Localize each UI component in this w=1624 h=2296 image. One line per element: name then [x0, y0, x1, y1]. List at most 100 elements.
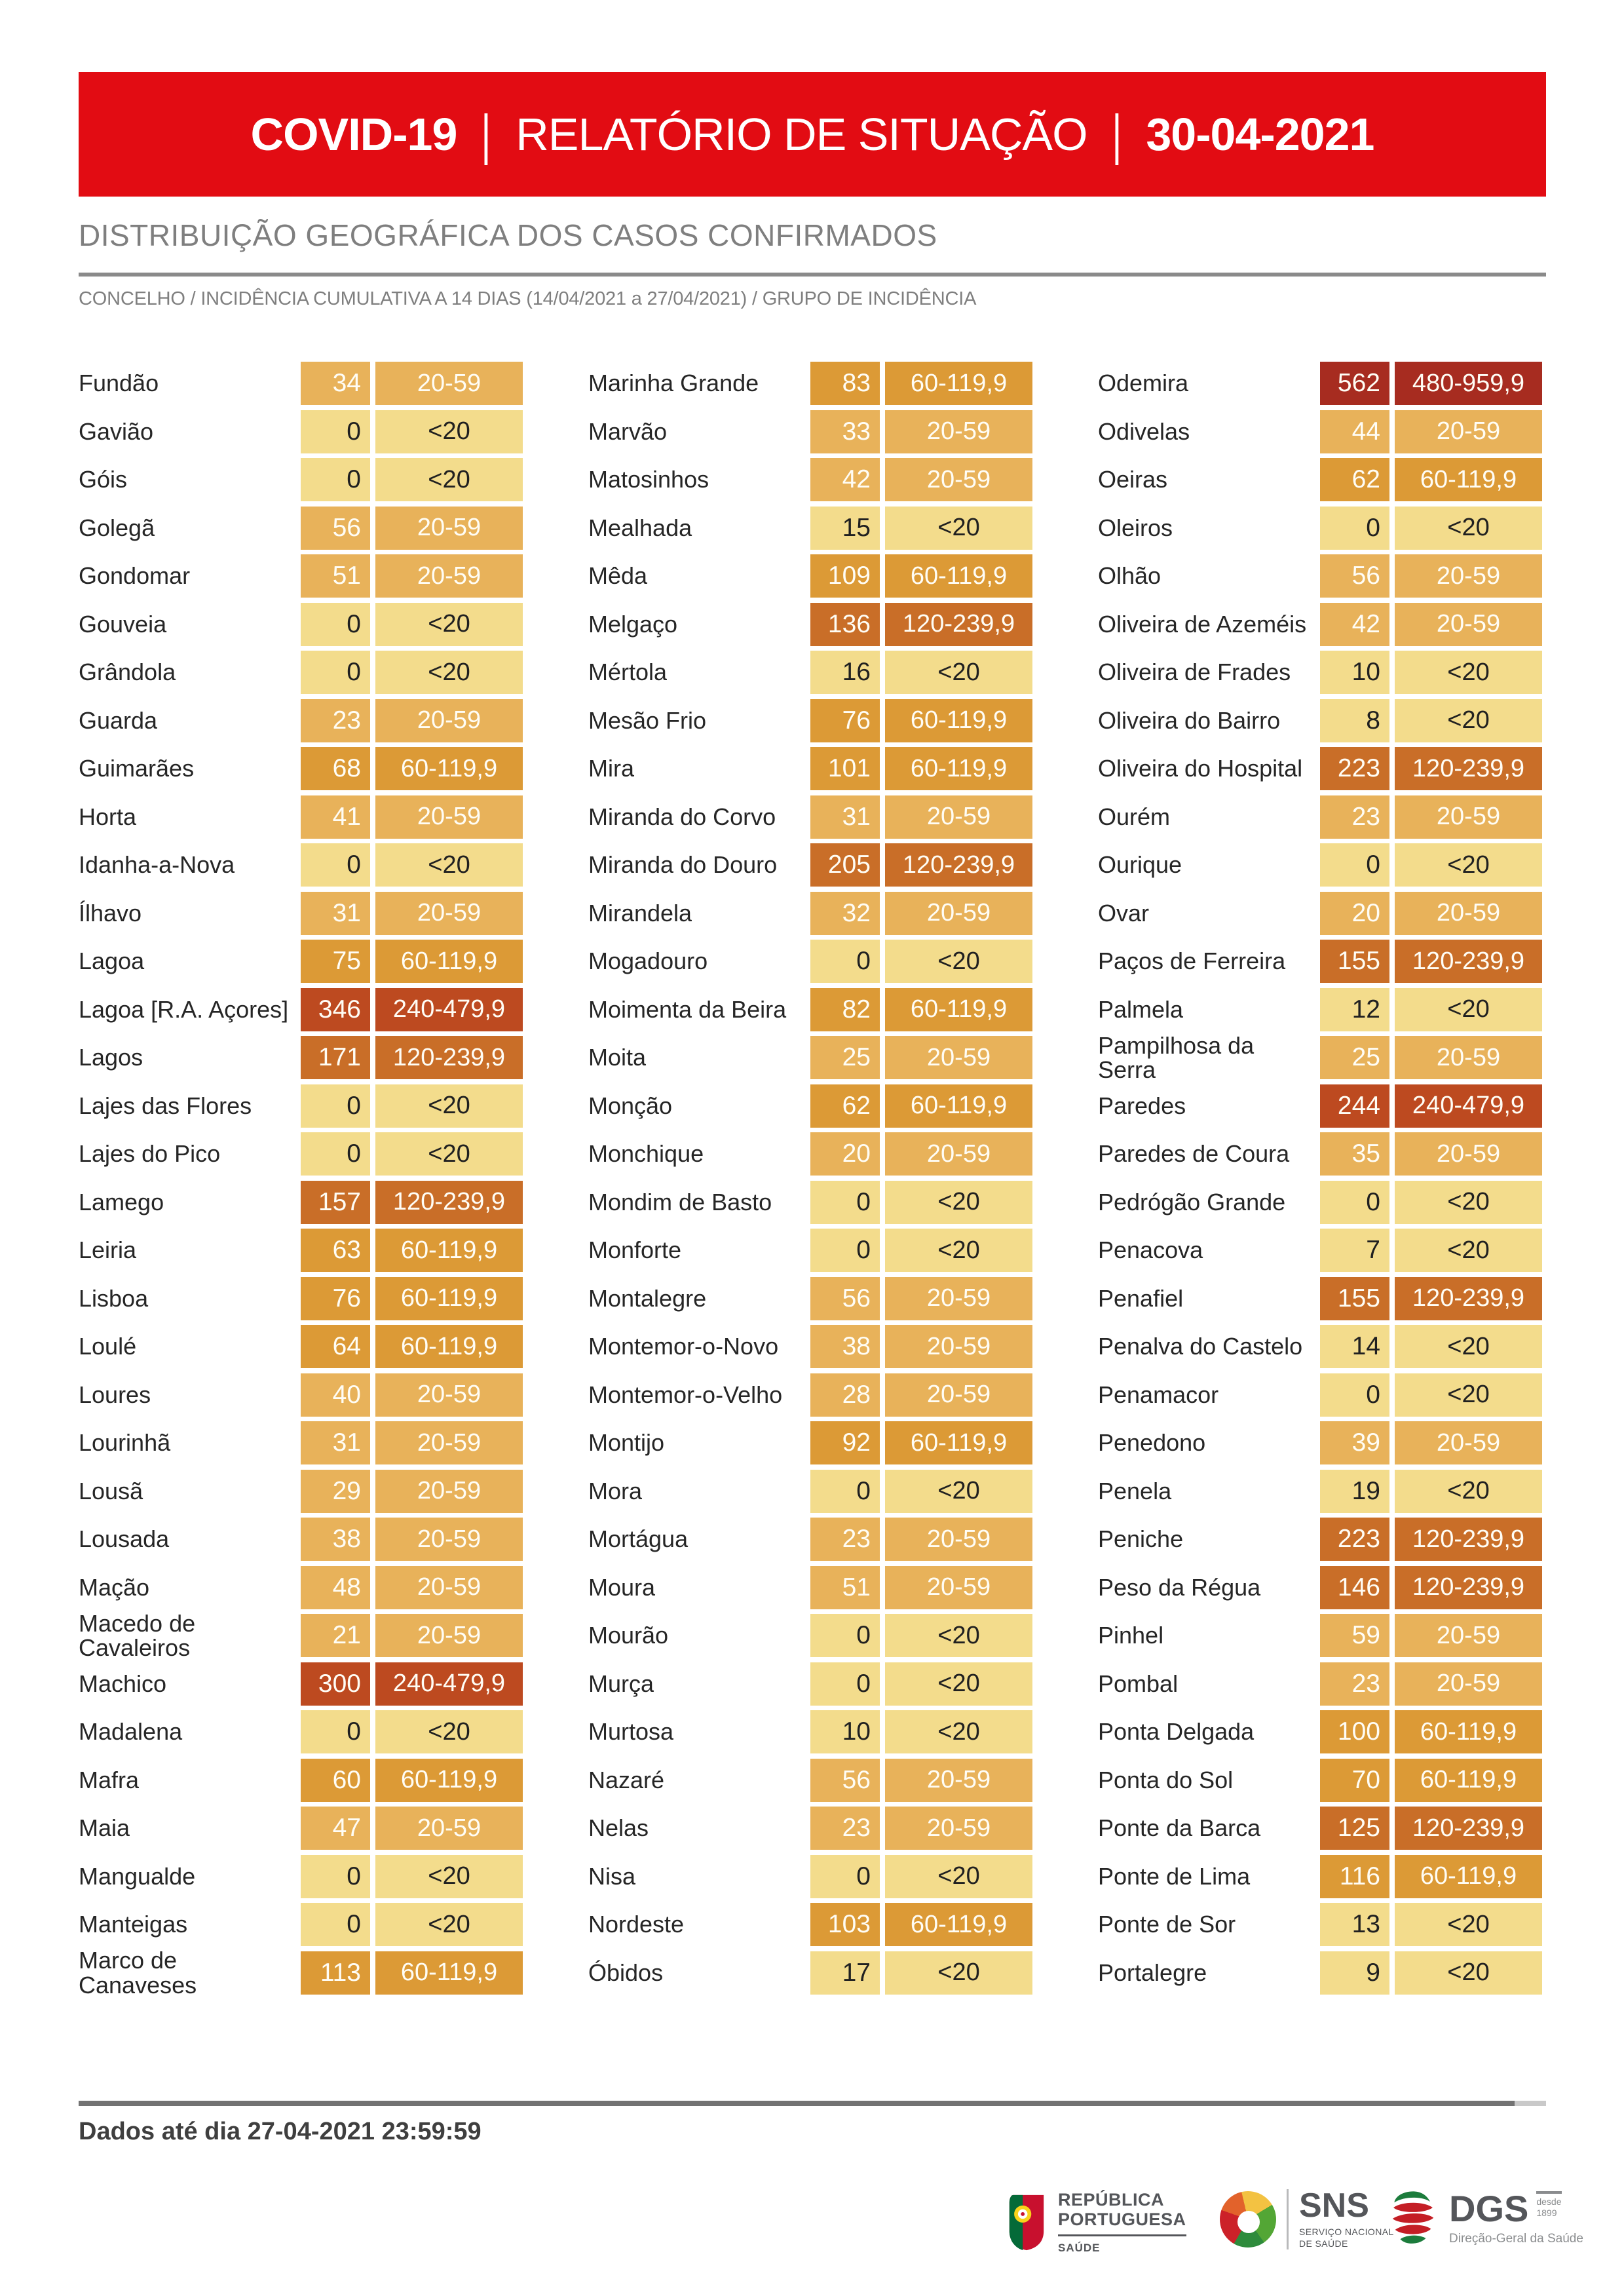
- cell-gap: [370, 1710, 375, 1753]
- municipality-name: Peniche: [1098, 1525, 1184, 1553]
- municipality-name: Paços de Ferreira: [1098, 947, 1286, 975]
- incidence-value: 56: [810, 1758, 880, 1802]
- incidence-group: 20-59: [375, 1373, 523, 1417]
- municipality-name: Lagoa: [79, 947, 145, 975]
- cell-gap: [880, 1132, 885, 1176]
- incidence-group: 120-239,9: [1395, 747, 1542, 790]
- table-row: Machico 300 240-479,9: [79, 1662, 527, 1706]
- incidence-group: 20-59: [1395, 554, 1542, 598]
- municipality-name: Marco de Canaveses: [79, 1947, 197, 1999]
- municipality-name: Paredes de Coura: [1098, 1140, 1290, 1168]
- incidence-group: 60-119,9: [885, 1903, 1032, 1946]
- dgs-logo: DGS desde 1899 Direção-Geral da Saúde: [1388, 2189, 1583, 2249]
- cell-gap: [1389, 1373, 1395, 1417]
- incidence-value: 171: [301, 1036, 370, 1079]
- incidence-value: 0: [1320, 843, 1389, 887]
- municipality-name: Pinhel: [1098, 1622, 1164, 1649]
- cell-gap: [1389, 1036, 1395, 1079]
- cell-gap: [1389, 1903, 1395, 1946]
- table-row: Portalegre 9 <20: [1098, 1951, 1546, 1995]
- incidence-group: <20: [885, 1614, 1032, 1657]
- municipality-name: Matosinhos: [588, 466, 709, 493]
- table-row: Moita 25 20-59: [588, 1036, 1036, 1079]
- municipality-name: Mogadouro: [588, 947, 708, 975]
- incidence-value: 0: [301, 843, 370, 887]
- republica-portuguesa-logo: REPÚBLICA PORTUGUESA SAÚDE: [1006, 2190, 1186, 2255]
- incidence-group: <20: [375, 1854, 523, 1898]
- incidence-group: 480-959,9: [1395, 362, 1542, 405]
- municipality-name: Manteigas: [79, 1911, 188, 1938]
- municipality-name: Penela: [1098, 1477, 1172, 1504]
- table-row: Oliveira de Azeméis 42 20-59: [1098, 602, 1546, 646]
- incidence-value: 82: [810, 987, 880, 1031]
- incidence-group: 20-59: [375, 554, 523, 598]
- incidence-value: 64: [301, 1325, 370, 1368]
- municipality-name: Gouveia: [79, 610, 167, 638]
- incidence-value: 44: [1320, 410, 1389, 453]
- incidence-group: 60-119,9: [375, 1758, 523, 1802]
- incidence-value: 103: [810, 1903, 880, 1946]
- incidence-group: 60-119,9: [1395, 1710, 1542, 1753]
- municipality-name: Mértola: [588, 659, 668, 686]
- incidence-value: 100: [1320, 1710, 1389, 1753]
- table-row: Lajes do Pico 0 <20: [79, 1132, 527, 1176]
- municipality-name: Ponta Delgada: [1098, 1718, 1255, 1746]
- table-row: Góis 0 <20: [79, 458, 527, 501]
- incidence-value: 31: [301, 891, 370, 935]
- incidence-group: <20: [1395, 698, 1542, 742]
- incidence-group: 20-59: [375, 1421, 523, 1464]
- municipality-name: Leiria: [79, 1236, 137, 1264]
- table-row: Oliveira de Frades 10 <20: [1098, 651, 1546, 694]
- cell-gap: [370, 1132, 375, 1176]
- cell-gap: [880, 1903, 885, 1946]
- incidence-value: 136: [810, 602, 880, 646]
- incidence-value: 244: [1320, 1084, 1389, 1128]
- table-row: Monção 62 60-119,9: [588, 1084, 1036, 1128]
- incidence-group: <20: [885, 1710, 1032, 1753]
- cell-gap: [370, 410, 375, 453]
- municipality-name: Miranda do Corvo: [588, 803, 776, 830]
- incidence-value: 101: [810, 747, 880, 790]
- incidence-value: 0: [810, 940, 880, 983]
- incidence-value: 16: [810, 651, 880, 694]
- incidence-group: 240-479,9: [1395, 1084, 1542, 1128]
- incidence-group: <20: [375, 1132, 523, 1176]
- cell-gap: [880, 507, 885, 550]
- table-row: Marvão 33 20-59: [588, 410, 1036, 453]
- table-row: Peso da Régua 146 120-239,9: [1098, 1565, 1546, 1609]
- sns-subtitle-line1: SERVIÇO NACIONAL: [1299, 2227, 1394, 2237]
- table-row: Leiria 63 60-119,9: [79, 1229, 527, 1272]
- incidence-group: <20: [885, 1469, 1032, 1513]
- incidence-group: <20: [885, 1229, 1032, 1272]
- incidence-value: 56: [301, 506, 370, 550]
- dgs-ribbon-icon: [1392, 2191, 1434, 2244]
- incidence-group: 20-59: [885, 1565, 1032, 1609]
- table-row: Moura 51 20-59: [588, 1565, 1036, 1609]
- incidence-group: 60-119,9: [885, 1084, 1032, 1128]
- incidence-group: 60-119,9: [1395, 1758, 1542, 1802]
- table-row: Olhão 56 20-59: [1098, 554, 1546, 598]
- incidence-group: <20: [1395, 1469, 1542, 1513]
- municipality-name: Mortágua: [588, 1525, 689, 1553]
- cell-gap: [370, 1903, 375, 1946]
- incidence-group: 120-239,9: [885, 843, 1032, 887]
- table-row: Ponta do Sol 70 60-119,9: [1098, 1758, 1546, 1802]
- municipality-name: Peso da Régua: [1098, 1573, 1261, 1601]
- table-row: Pombal 23 20-59: [1098, 1662, 1546, 1706]
- table-row: Nordeste 103 60-119,9: [588, 1903, 1036, 1946]
- municipality-name: Odemira: [1098, 370, 1189, 397]
- cell-gap: [880, 1277, 885, 1320]
- incidence-group: 20-59: [375, 1518, 523, 1561]
- table-row: Oeiras 62 60-119,9: [1098, 458, 1546, 501]
- dgs-since-line1: desde: [1536, 2196, 1562, 2208]
- incidence-group: 60-119,9: [1395, 1854, 1542, 1898]
- municipality-name: Guarda: [79, 706, 158, 734]
- cell-gap: [370, 1759, 375, 1802]
- table-row: Penalva do Castelo 14 <20: [1098, 1325, 1546, 1368]
- municipality-name: Ponte de Lima: [1098, 1862, 1251, 1890]
- cell-gap: [370, 1036, 375, 1079]
- table-row: Monforte 0 <20: [588, 1229, 1036, 1272]
- footer-divider-tail: [1515, 2101, 1546, 2106]
- incidence-group: 20-59: [1395, 891, 1542, 935]
- incidence-group: <20: [375, 651, 523, 694]
